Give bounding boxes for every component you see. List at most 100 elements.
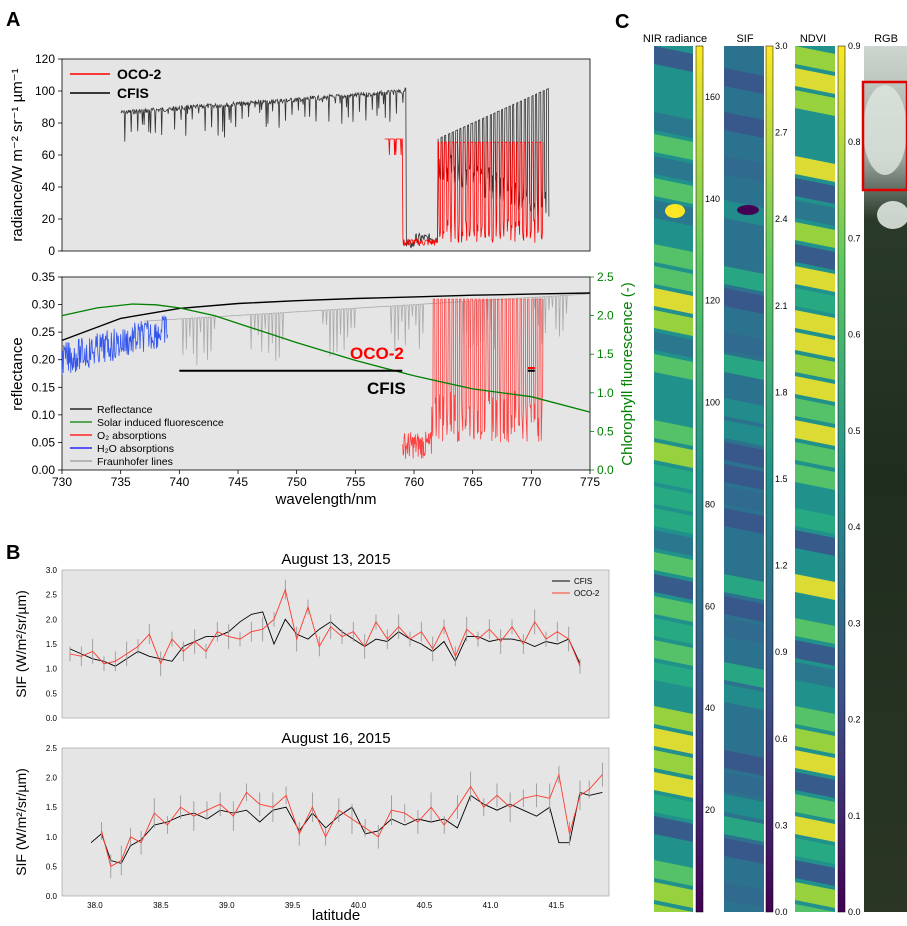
strip-field-patch [654,398,693,424]
strip-field-patch [724,816,764,842]
a-bottom-ylabel: reflectance [9,337,26,410]
xtick-label: 39.5 [285,901,301,910]
colorbar-tick-label: 2.1 [775,301,788,311]
strip-field-patch [654,156,693,182]
strip-title-nir: NIR radiance [643,33,707,45]
ytick-label: 1.5 [46,803,58,812]
colorbar-tick-label: 0.5 [848,426,861,436]
strip-field-patch [795,882,835,908]
ytick-label: 100 [35,84,55,98]
plot-area-b-bottom [61,747,610,897]
colorbar-sif [765,45,774,913]
colorbar-tick-label: 140 [705,194,720,204]
strip-field-patch [795,266,835,292]
strip-field-patch [795,816,835,842]
strip-field-patch [724,134,764,160]
xtick-label: 38.5 [153,901,169,910]
strip-field-patch [724,662,764,688]
panel-c-strips: NIR radiance SIF NDVI RGB 20 40 60 80 100 120… [643,33,907,917]
ytick-label: 40 [42,180,56,194]
colorbar-tick-label: 0.3 [775,820,788,830]
strip-field-patch [724,244,764,270]
strip-field-patch [654,332,693,358]
ytick-label: 2.5 [46,744,58,753]
a-bottom-series-group [61,292,591,459]
ytick-label: 2.0 [46,774,58,783]
plot-area-a-bottom [61,276,591,471]
strip-field-patch [795,662,835,688]
colorbar-tick-label: 0.7 [848,233,861,243]
strip-field-patch [795,398,835,424]
colorbar-tick-label: 0.0 [848,907,861,917]
legend-label-oco2-b: OCO-2 [574,589,600,598]
series-reflectance [61,292,591,342]
panel-label-a: A [6,9,20,31]
strip-field-patch [795,442,835,468]
ytick-label: 0.5 [46,689,58,698]
strip-field-patch [724,112,764,138]
ytick-label: 0.5 [46,862,58,871]
strip-field-patch [724,178,764,204]
strip-field-patch [795,508,835,534]
strip-field-patch [654,530,693,556]
series-oco-2 [101,772,603,868]
xtick-label: 730 [52,475,72,489]
strip-field-patch [795,904,835,912]
strip-field-patch [654,750,693,776]
strip-field-patch [724,486,764,512]
colorbar-tick-label: 0.9 [775,647,788,657]
ytick-label: 0.15 [32,380,56,394]
a-top-ytick-group: 0 20 40 60 80 100 120 [35,52,62,258]
ytick-label: 120 [35,52,55,66]
ytick-label: 0.0 [46,892,58,901]
colorbar-tick-label: 100 [705,398,720,408]
strip-field-patch [795,200,835,226]
xtick-label: 770 [521,475,541,489]
strip-field-patch [724,90,764,116]
legend-label-cfis-b: CFIS [574,577,592,586]
chart-a-top: 0 20 40 60 80 100 120 radiance/W m⁻² sr⁻¹ µm⁻¹… [9,52,591,258]
a-bottom-legend: Reflectance Solar induced fluorescence O… [70,404,224,468]
strip-field-patch [795,464,835,490]
strip-field-patch [654,112,693,138]
y2tick-label: 0.0 [597,463,614,477]
xtick-label: 775 [580,475,600,489]
ytick-label: 0.0 [46,714,58,723]
strip-field-patch [724,222,764,248]
strip-field-patch [724,156,764,182]
strip-field-patch [795,706,835,732]
strip-field-patch [654,816,693,842]
ytick-label: 20 [42,212,56,226]
xtick-label: 740 [169,475,189,489]
plot-area-b-top [61,569,610,719]
strip-title-ndvi: NDVI [800,33,826,45]
xtick-label: 38.0 [87,901,103,910]
strip-field-patch [795,838,835,864]
strip-field-patch [654,728,693,754]
xtick-label: 735 [111,475,131,489]
strip-field-patch [654,68,693,94]
xtick-label: 755 [345,475,365,489]
strip-field-patch [795,112,835,138]
strip-field-patch [654,552,693,578]
strip-field-patch [654,794,693,820]
ytick-label: 0.05 [32,435,56,449]
strip-field-patch [724,310,764,336]
strip-field-patch [795,860,835,886]
b-top-series-group [69,579,581,677]
strip-images [654,46,907,912]
colorbar-tick-label: 1.2 [775,561,788,571]
a-top-series-group [120,87,550,249]
strip-field-patch [654,508,693,534]
chart-b-bottom: August 16, 2015 0.0 0.5 1.0 1.5 2.0 2.5 38.0 38… [13,730,610,924]
strip-field-patch [795,134,835,160]
strip-field-patch [724,684,764,710]
colorbar-tick-label: 40 [705,703,715,713]
xtick-label: 41.0 [483,901,499,910]
strip-field-patch [654,222,693,248]
ytick-label: 0.00 [32,463,56,477]
strip-field-patch [724,552,764,578]
strip-field-patch [795,244,835,270]
ytick-label: 0.10 [32,408,56,422]
